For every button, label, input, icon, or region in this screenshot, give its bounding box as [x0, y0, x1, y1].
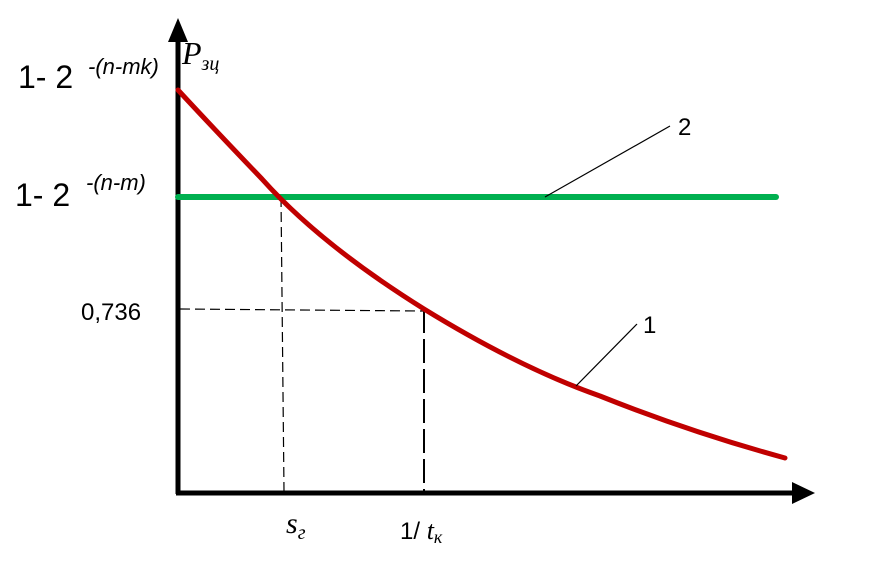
curve-2-label: 2: [678, 114, 691, 141]
x-tick-t: 1/ tк: [400, 516, 443, 547]
x-tick-t-prefix: 1/: [400, 518, 427, 545]
x-axis-arrow: [792, 482, 815, 504]
leader-1: [575, 323, 638, 387]
y-tick-0736: 0,736: [81, 299, 141, 326]
y-tick-mid-exp: -(n-m): [86, 170, 146, 195]
x-tick-t-sub: к: [434, 527, 443, 547]
y-axis-arrow: [168, 18, 188, 42]
y-tick-top-base: 1- 2: [18, 59, 73, 95]
guide-0736-horizontal: [179, 308, 425, 312]
y-tick-top-exp: -(n-mk): [88, 54, 159, 79]
curve-1-line: [175, 87, 788, 461]
curve-1-label: 1: [643, 312, 656, 339]
x-tick-s: sг: [286, 507, 306, 544]
x-tick-s-sub: г: [298, 522, 306, 544]
y-axis-symbol: P: [181, 35, 202, 71]
guide-s-vertical: [280, 196, 285, 492]
y-axis-subscript: зц: [201, 53, 220, 75]
y-axis-title: Pзц: [181, 35, 219, 75]
x-tick-t-main: t: [427, 516, 435, 545]
x-tick-s-main: s: [286, 507, 298, 540]
y-tick-mid-base: 1- 2: [15, 177, 70, 213]
leader-2: [544, 125, 671, 198]
